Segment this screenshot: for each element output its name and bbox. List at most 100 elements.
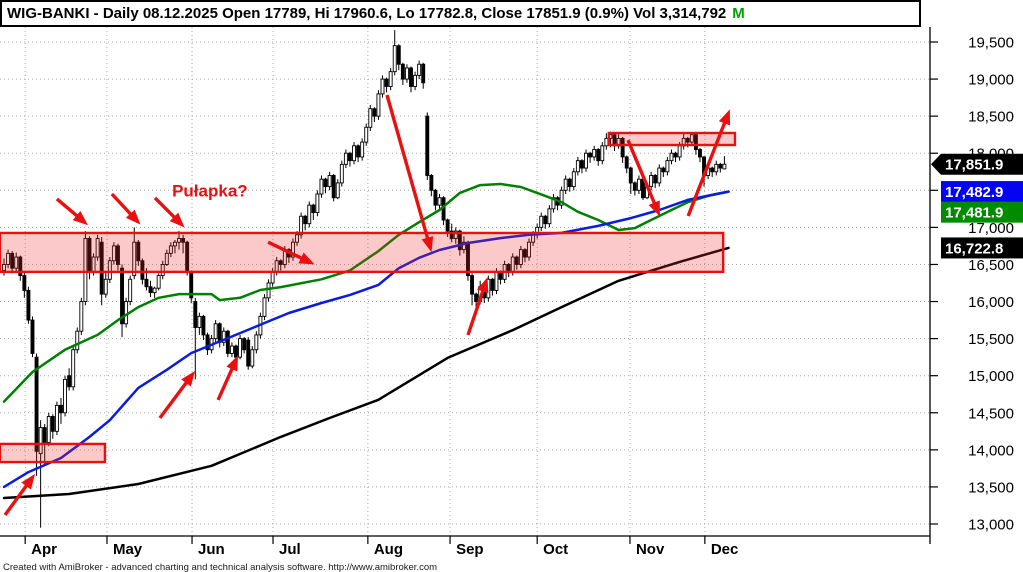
candle bbox=[59, 404, 63, 414]
candle bbox=[144, 278, 149, 288]
support-resistance-band bbox=[0, 231, 725, 274]
candle bbox=[22, 275, 27, 291]
candle bbox=[445, 219, 450, 232]
candle bbox=[404, 67, 409, 80]
candle bbox=[124, 301, 129, 325]
arrow-head-icon bbox=[181, 370, 196, 387]
candle bbox=[221, 330, 226, 343]
candle bbox=[140, 260, 145, 280]
candle bbox=[571, 171, 576, 188]
candle bbox=[588, 152, 593, 158]
candle bbox=[291, 241, 295, 258]
candle bbox=[307, 204, 312, 225]
arrow-head-icon bbox=[421, 236, 434, 253]
candle bbox=[128, 278, 133, 302]
candle bbox=[490, 278, 495, 291]
candle bbox=[343, 152, 348, 165]
candle bbox=[10, 252, 15, 269]
candle bbox=[266, 282, 271, 299]
candle bbox=[213, 323, 218, 340]
candle bbox=[596, 149, 601, 162]
candle bbox=[111, 245, 116, 262]
y-axis-label: 15,500 bbox=[968, 331, 1014, 348]
candle bbox=[624, 156, 629, 169]
candle bbox=[152, 287, 157, 294]
candle bbox=[205, 334, 210, 351]
candle bbox=[315, 193, 320, 214]
candle bbox=[661, 167, 666, 173]
month-label: Nov bbox=[636, 541, 665, 558]
candle bbox=[718, 163, 723, 169]
y-axis-label: 16,500 bbox=[968, 257, 1014, 274]
x-axis: Apr May Jun Jul Aug Sep Oct Nov Dec bbox=[0, 535, 930, 558]
trend-arrow bbox=[153, 196, 177, 220]
candle bbox=[518, 249, 523, 265]
blue-ma-tag: 17,482.9 bbox=[941, 181, 1023, 203]
candle bbox=[107, 260, 112, 280]
candle bbox=[160, 264, 165, 277]
month-label: Jun bbox=[198, 541, 225, 558]
candle bbox=[563, 178, 568, 191]
green-ma-tag: 17,481.9 bbox=[941, 201, 1023, 223]
y-axis-label: 17,000 bbox=[968, 220, 1014, 237]
candle bbox=[722, 163, 727, 170]
candle bbox=[685, 137, 690, 143]
candle bbox=[433, 189, 438, 206]
chart-title-bar[interactable]: WIG-BANKI - Daily 08.12.2025 Open 17789,… bbox=[0, 0, 921, 27]
candle bbox=[201, 315, 206, 336]
candle bbox=[156, 275, 161, 289]
candle bbox=[335, 182, 340, 199]
candle bbox=[388, 71, 393, 87]
trend-arrow bbox=[626, 139, 657, 206]
candle bbox=[95, 238, 100, 258]
candle bbox=[421, 63, 426, 84]
candle bbox=[116, 245, 120, 265]
candle bbox=[360, 141, 365, 158]
chart-title: WIG-BANKI - Daily 08.12.2025 Open 17789,… bbox=[7, 5, 727, 22]
candle bbox=[254, 334, 259, 351]
trend-arrow bbox=[3, 483, 29, 516]
candle bbox=[311, 204, 316, 214]
candle bbox=[246, 339, 251, 367]
candle bbox=[327, 175, 332, 188]
annotation-text: Pułapka? bbox=[172, 181, 248, 200]
candle bbox=[14, 256, 19, 269]
candle bbox=[303, 215, 308, 225]
y-axis-label: 13,000 bbox=[968, 517, 1014, 534]
candle bbox=[632, 182, 637, 191]
candle bbox=[575, 160, 580, 173]
candle bbox=[437, 197, 442, 206]
arrow-head-icon bbox=[718, 109, 730, 126]
candle bbox=[132, 241, 137, 277]
candle bbox=[400, 63, 405, 80]
y-axis-label: 14,000 bbox=[968, 442, 1014, 459]
candle bbox=[425, 115, 430, 176]
candle bbox=[514, 256, 519, 265]
candle bbox=[103, 278, 108, 295]
y-axis-label: 19,500 bbox=[968, 35, 1014, 52]
month-label: Apr bbox=[31, 541, 57, 558]
candle bbox=[323, 178, 328, 188]
candle bbox=[567, 178, 572, 188]
candle bbox=[172, 241, 177, 247]
arrow-head-icon bbox=[477, 277, 489, 294]
candle bbox=[270, 271, 275, 284]
candle bbox=[38, 427, 43, 455]
candle bbox=[474, 293, 479, 302]
candle bbox=[54, 404, 59, 432]
candle bbox=[653, 175, 658, 184]
candle bbox=[71, 349, 76, 388]
month-label: Jul bbox=[279, 541, 301, 558]
candle bbox=[295, 234, 299, 243]
candle bbox=[693, 134, 698, 150]
y-axis-label: 16,000 bbox=[968, 294, 1014, 311]
trend-arrow bbox=[385, 94, 430, 241]
candle bbox=[181, 238, 186, 243]
candle bbox=[380, 78, 385, 95]
candle bbox=[698, 149, 702, 158]
candle bbox=[18, 256, 23, 277]
candle bbox=[673, 152, 678, 158]
arrow-head-icon bbox=[21, 473, 36, 490]
candle bbox=[392, 45, 397, 73]
